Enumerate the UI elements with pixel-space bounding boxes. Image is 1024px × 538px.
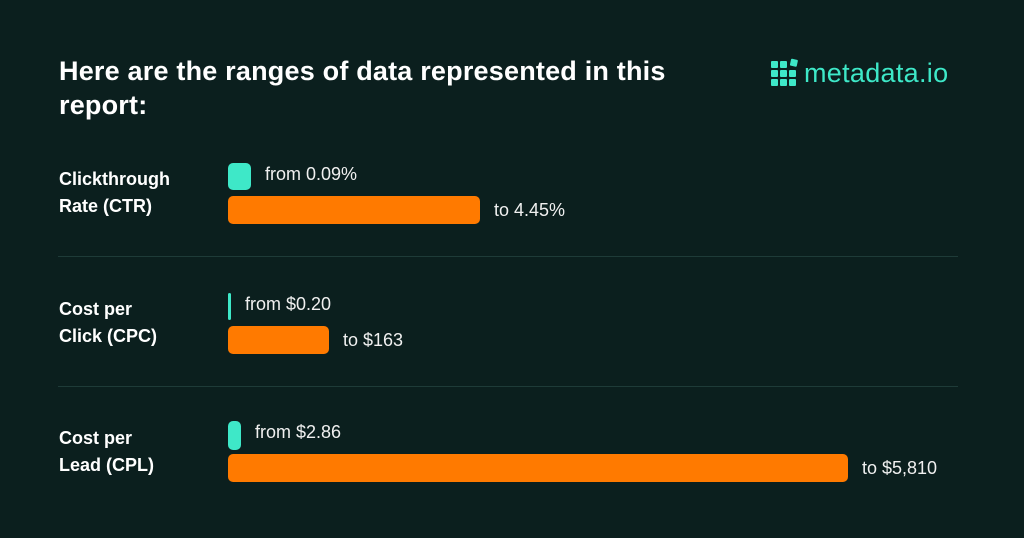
from-bar (228, 421, 241, 450)
metric-label-line2: Lead (CPL) (59, 455, 155, 475)
from-bar (228, 293, 231, 320)
metric-row: Cost per Click (CPC) from $0.20 to $163 (0, 290, 1024, 410)
page-title: Here are the ranges of data represented … (59, 56, 666, 120)
metric-row: Cost per Lead (CPL) from $2.86 to $5,810 (0, 418, 1024, 538)
metadata-logo: metadata.io (771, 58, 948, 89)
metric-label: Cost per Lead (CPL) (59, 425, 209, 479)
from-value-label: from $2.86 (255, 422, 342, 442)
from-bar (228, 163, 251, 190)
metric-label-line1: Cost per (59, 428, 133, 448)
row-divider (58, 256, 958, 257)
metric-label: Cost per Click (CPC) (59, 296, 209, 350)
from-value-label: from 0.09% (265, 164, 358, 184)
to-bar (228, 454, 848, 482)
metric-label-line1: Clickthrough (59, 169, 170, 189)
to-bar (228, 326, 329, 354)
metric-label: Clickthrough Rate (CTR) (59, 166, 209, 220)
from-value-label: from $0.20 (245, 294, 332, 314)
to-value-label: to $5,810 (862, 458, 938, 478)
metric-label-line2: Rate (CTR) (59, 196, 152, 216)
logo-text: metadata.io (804, 58, 949, 88)
logo-grid-icon (771, 58, 799, 86)
to-bar (228, 196, 480, 224)
metric-row: Clickthrough Rate (CTR) from 0.09% to 4.… (0, 160, 1024, 280)
to-value-label: to $163 (343, 330, 404, 350)
metric-label-line2: Click (CPC) (59, 326, 158, 346)
metric-label-line1: Cost per (59, 299, 133, 319)
row-divider (58, 386, 958, 387)
to-value-label: to 4.45% (494, 200, 566, 220)
